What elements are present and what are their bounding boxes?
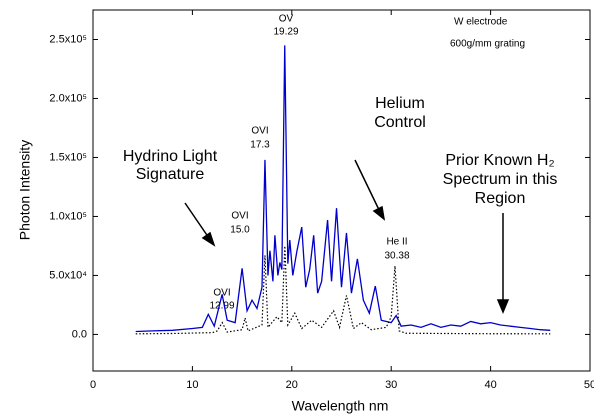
annotation: W electrode <box>454 17 508 28</box>
arrow <box>354 159 382 215</box>
x-tick-label: 10 <box>186 379 198 391</box>
annotation: 15.0 <box>230 225 250 236</box>
spectrum-line <box>135 45 551 333</box>
arrow-head <box>201 231 216 247</box>
x-tick-label: 0 <box>90 379 96 391</box>
y-tick-label: 5.0x10⁴ <box>49 269 87 281</box>
x-tick-label: 20 <box>286 379 298 391</box>
x-tick-label: 40 <box>484 379 496 391</box>
annotation: He II <box>386 237 407 248</box>
annotation: OV <box>279 14 294 25</box>
spectrum-line <box>135 245 551 335</box>
y-tick-label: 1.0x10⁵ <box>49 210 87 222</box>
annotation: 17.3 <box>250 140 270 151</box>
x-tick-label: 30 <box>385 379 397 391</box>
annotation: Prior Known H₂ <box>445 152 554 169</box>
annotation: 12.99 <box>209 301 234 312</box>
arrow-head <box>372 205 386 221</box>
annotation: Hydrino Light <box>123 148 218 165</box>
arrow-head <box>496 299 510 314</box>
annotation: OVI <box>213 288 230 299</box>
annotation: 600g/mm grating <box>450 39 525 50</box>
y-tick-label: 1.5x10⁵ <box>49 151 87 163</box>
y-axis-label: Photon Intensity <box>17 140 33 240</box>
x-tick-label: 50 <box>584 379 594 391</box>
annotation: Region <box>475 190 526 207</box>
y-tick-label: 0.0 <box>72 328 87 340</box>
annotation: OVI <box>231 211 248 222</box>
annotation: Spectrum in this <box>443 171 558 188</box>
annotation: 19.29 <box>273 27 298 38</box>
y-tick-label: 2.0x10⁵ <box>49 92 87 104</box>
annotation: OVI <box>251 126 268 137</box>
annotation: Helium <box>375 95 425 112</box>
arrows <box>184 159 510 314</box>
y-tick-label: 2.5x10⁵ <box>49 33 87 45</box>
x-axis-label: Wavelength nm <box>292 398 389 414</box>
annotation: Signature <box>136 166 205 183</box>
annotation: 30.38 <box>384 251 409 262</box>
plot-frame <box>92 9 591 372</box>
annotation: Control <box>374 114 426 131</box>
